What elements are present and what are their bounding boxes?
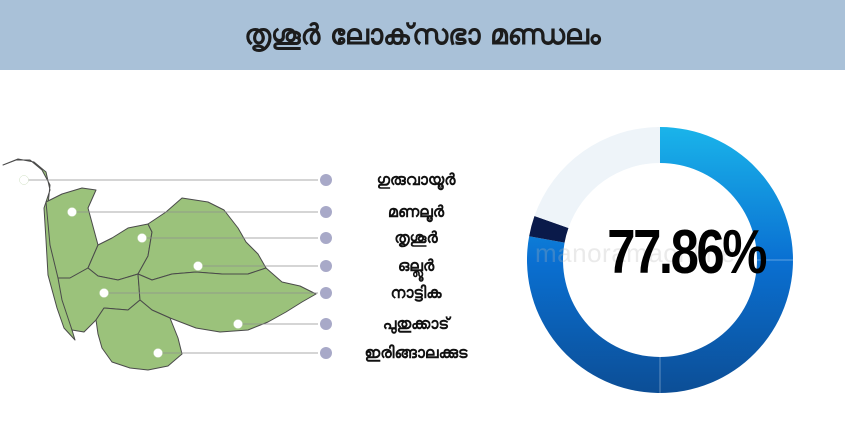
map-dot-manalur	[67, 207, 77, 217]
label-irinjalakuda: ഇരിങ്ങാലക്കുട	[364, 343, 468, 362]
map-dot-guruvayur	[19, 175, 29, 185]
bullet-ollur	[320, 260, 332, 272]
donut-slice-marker	[529, 216, 569, 243]
turnout-percent-label: 77.86%	[607, 218, 767, 287]
map-region-puthukkad	[137, 267, 317, 333]
map-dot-puthukkad	[233, 319, 243, 329]
label-thrissur: തൃശൂർ	[394, 228, 438, 247]
bullet-puthukkad	[320, 318, 332, 330]
donut-slice-remaining	[534, 127, 660, 228]
page-title: തൃശൂർ ലോക്‌സഭാ മണ്ഡലം	[244, 18, 601, 51]
bullet-irinjalakuda	[320, 347, 332, 359]
map-dot-irinjalakuda	[153, 348, 163, 358]
label-bullets	[320, 174, 332, 359]
bullet-thrissur	[320, 232, 332, 244]
turnout-donut-chart	[527, 127, 793, 393]
label-guruvayur: ഗുരുവായൂർ	[376, 170, 456, 189]
map-dot-nattika	[99, 288, 109, 298]
label-nattika: നാട്ടിക	[390, 283, 442, 302]
map-region-guruvayur	[2, 158, 76, 341]
bullet-manalur	[320, 206, 332, 218]
constituency-map	[2, 158, 332, 371]
map-dot-thrissur	[137, 233, 147, 243]
label-manalur: മണലൂർ	[387, 202, 445, 221]
map-dots	[19, 175, 243, 358]
map-dot-ollur	[193, 261, 203, 271]
leader-lines	[24, 179, 318, 354]
label-puthukkad: പുതുക്കാട്	[382, 314, 450, 333]
label-ollur: ഒല്ലൂർ	[397, 256, 435, 275]
bullet-guruvayur	[320, 174, 332, 186]
header-bar: തൃശൂർ ലോക്‌സഭാ മണ്ഡലം	[0, 0, 845, 70]
map-shape	[2, 158, 317, 371]
bullet-nattika	[320, 287, 332, 299]
watermark: manoramaonline	[535, 238, 736, 268]
